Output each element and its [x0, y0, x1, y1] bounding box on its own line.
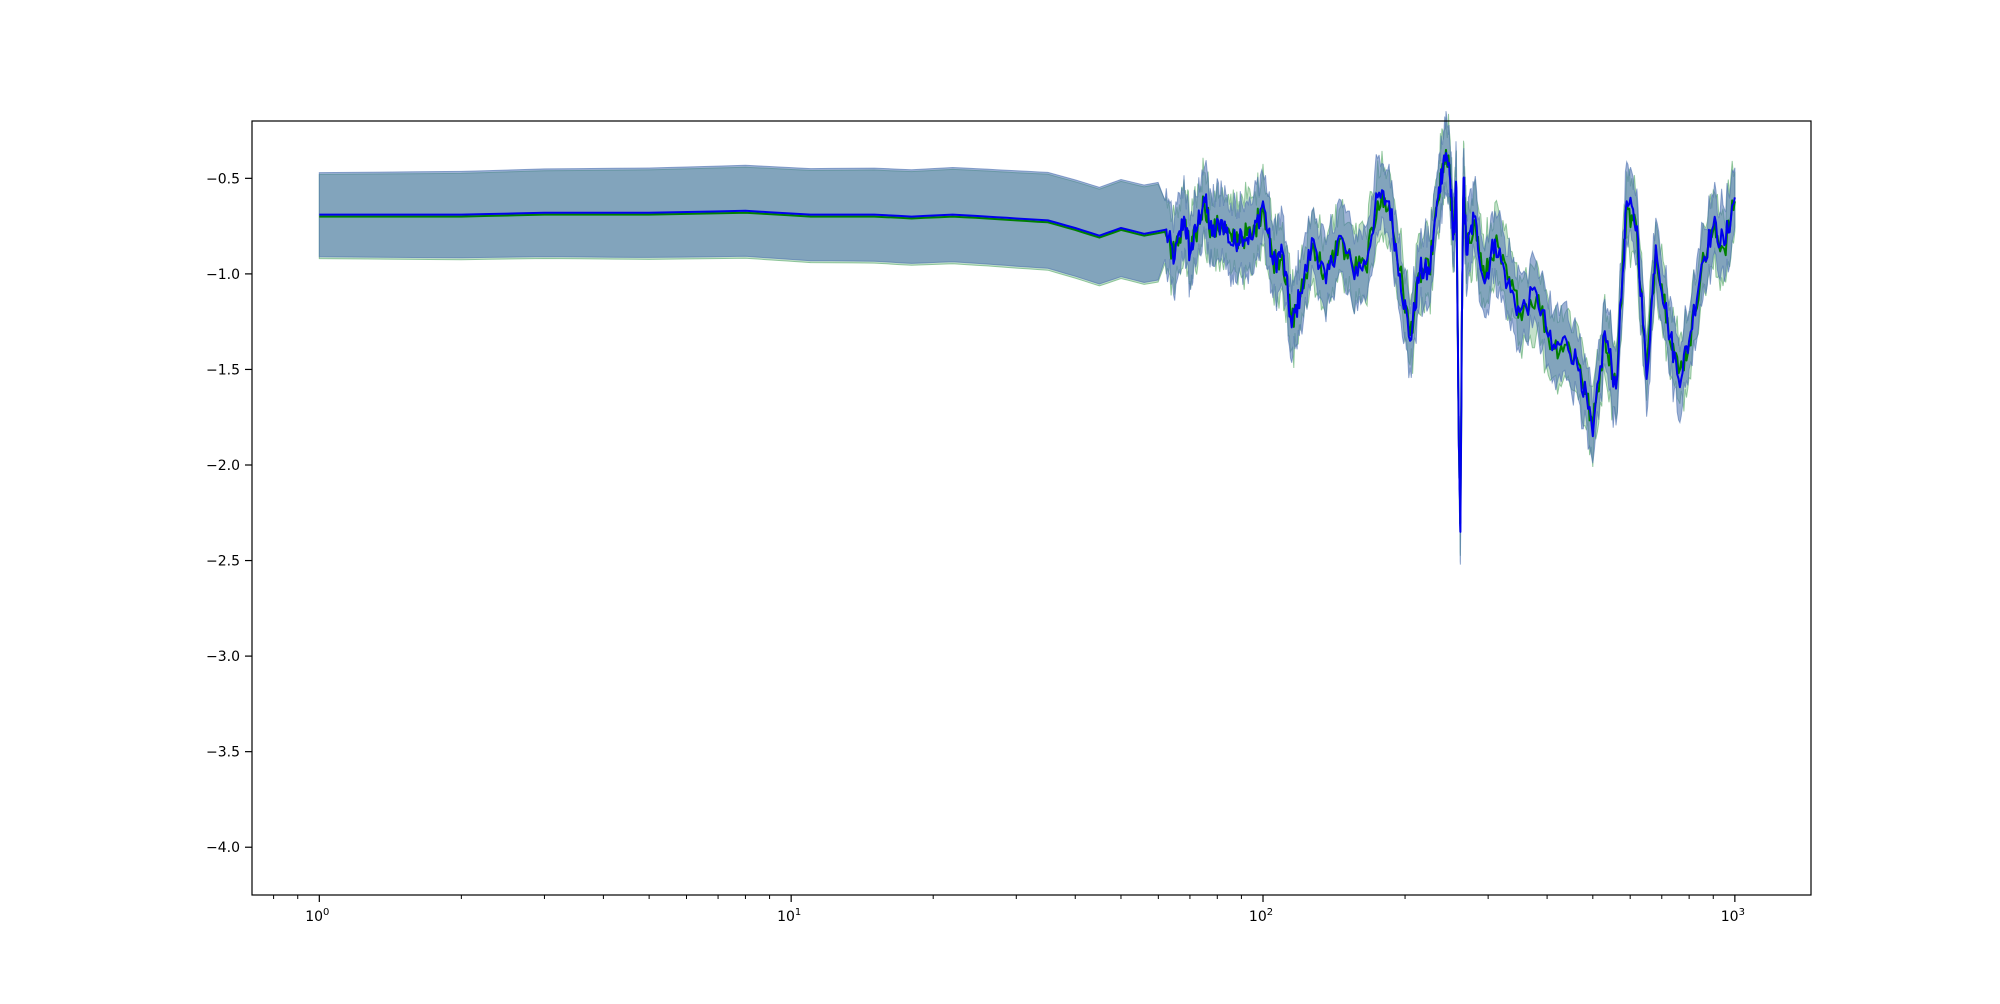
y-tick-label: −4.0	[206, 840, 240, 856]
y-tick-label: −1.0	[206, 267, 240, 283]
confidence-bands	[318, 111, 1736, 565]
y-axis: −0.5 −1.0 −1.5 −2.0 −2.5 −3.0 −3.5 −4.0	[206, 171, 252, 856]
plot-frame	[251, 120, 1812, 896]
y-tick-label: −2.5	[206, 554, 240, 570]
series-lines	[319, 148, 1736, 533]
y-tick-label: −2.0	[206, 458, 240, 474]
y-tick-label: −3.0	[206, 649, 240, 665]
y-tick-label: −0.5	[206, 171, 240, 187]
y-tick-label: −1.5	[206, 362, 240, 378]
y-tick-label: −3.5	[206, 745, 240, 761]
confidence-band	[318, 111, 1736, 565]
series-line	[319, 152, 1736, 533]
